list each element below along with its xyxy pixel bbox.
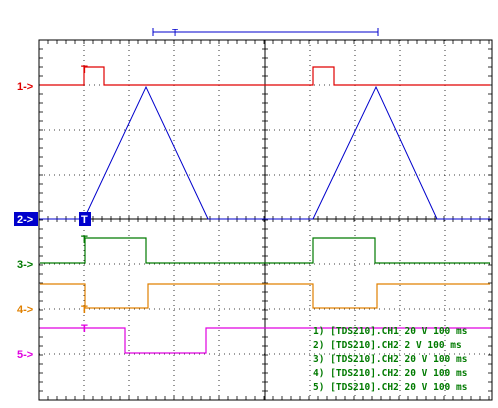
ch2-trigger-marker: T — [79, 212, 91, 226]
ch5-marker-label: 5-> — [17, 349, 33, 361]
legend-line-1: 1) [TDS210].CH1 20 V 100 ms — [313, 326, 467, 337]
ch3-trigger-marker: T — [81, 234, 88, 246]
ch4-trace — [40, 283, 490, 309]
ch3-marker-label: 3-> — [17, 259, 33, 271]
legend-line-3: 3) [TDS210].CH2 20 V 100 ms — [313, 354, 467, 365]
ch4-trigger-marker: T — [81, 304, 88, 316]
ch5-trace — [40, 327, 490, 354]
ch5-marker[interactable]: 5-> — [17, 349, 33, 361]
channel-legend: 1) [TDS210].CH1 20 V 100 ms 2) [TDS210].… — [313, 326, 467, 393]
ch1-trace — [40, 66, 490, 86]
trigger-position-bar[interactable]: T — [152, 28, 379, 39]
ch3-marker[interactable]: 3-> — [17, 259, 33, 271]
ch4-marker[interactable]: 4-> — [17, 304, 33, 316]
ch2-marker-label: 2-> — [17, 214, 33, 226]
ch1-marker-label: 1-> — [17, 81, 33, 93]
legend-line-2: 2) [TDS210].CH2 2 V 100 ms — [313, 340, 462, 351]
trigger-position-marker: T — [172, 28, 178, 39]
legend-line-4: 4) [TDS210].CH2 20 V 100 ms — [313, 368, 467, 379]
legend-line-5: 5) [TDS210].CH2 20 V 100 ms — [313, 382, 467, 393]
ch2-trigger-marker-label: T — [81, 214, 88, 226]
ch1-trigger-marker: T — [81, 64, 88, 76]
ch5-trigger-marker: T — [81, 323, 88, 335]
ch2-marker[interactable]: 2-> — [14, 212, 38, 226]
ch3-trace — [40, 237, 490, 264]
ch1-marker[interactable]: 1-> — [17, 81, 33, 93]
ch2-trace — [40, 85, 490, 220]
ch4-marker-label: 4-> — [17, 304, 33, 316]
